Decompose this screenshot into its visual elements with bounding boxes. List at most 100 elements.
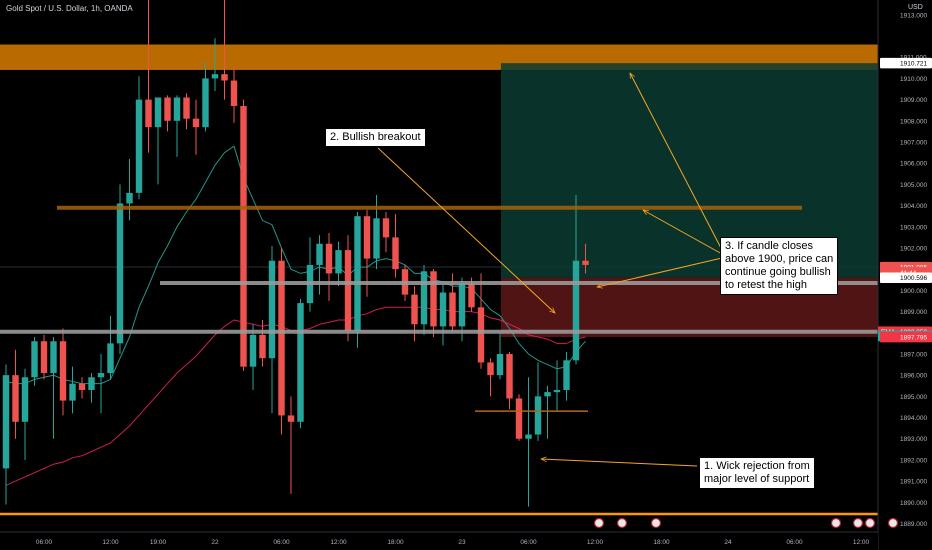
price-tick-label: 1890.000 — [900, 500, 927, 507]
candle-body[interactable] — [477, 307, 485, 363]
candle-body[interactable] — [278, 260, 285, 416]
callout-line: 3. If candle closes — [725, 240, 814, 252]
candle-body[interactable] — [126, 192, 133, 204]
candle-body[interactable] — [515, 398, 523, 439]
candle-body[interactable] — [31, 341, 38, 378]
candle-body[interactable] — [107, 343, 114, 374]
time-tick-label: 06:00 — [520, 539, 537, 546]
time-tick-label: 12:00 — [102, 539, 119, 546]
candle-body[interactable] — [363, 216, 371, 259]
price-tick-label: 1891.000 — [900, 479, 927, 486]
candle-body[interactable] — [40, 341, 48, 374]
candle-body[interactable] — [325, 243, 333, 274]
callout-candle-close[interactable]: 3. If candle closes above 1900, price ca… — [720, 237, 839, 295]
candle-body[interactable] — [211, 74, 219, 79]
candle-body[interactable] — [335, 250, 342, 274]
candle-body[interactable] — [344, 250, 352, 331]
callout-line: 2. Bullish breakout — [330, 131, 421, 143]
candle-body[interactable] — [78, 383, 86, 390]
callout-line: continue going bullish — [725, 266, 831, 278]
candle-body[interactable] — [230, 80, 238, 106]
candle-body[interactable] — [183, 97, 190, 119]
candles-layer — [2, 0, 589, 507]
candle-body[interactable] — [202, 78, 209, 128]
time-tick-label: 12:00 — [330, 539, 347, 546]
candle-body[interactable] — [430, 271, 437, 327]
candle-body[interactable] — [154, 97, 162, 128]
time-tick-label: 06:00 — [786, 539, 803, 546]
candle-body[interactable] — [487, 362, 494, 376]
candle-body[interactable] — [373, 218, 380, 259]
candle-body[interactable] — [116, 203, 124, 344]
arrow-to-breakout-line — [643, 209, 723, 255]
candle-body[interactable] — [164, 97, 171, 121]
event-icons[interactable] — [593, 517, 899, 529]
candle-body[interactable] — [268, 260, 276, 359]
candle-body[interactable] — [297, 303, 304, 422]
economic-event-icon[interactable] — [852, 517, 864, 529]
candle-body[interactable] — [2, 375, 10, 469]
economic-event-icon[interactable] — [616, 517, 628, 529]
price-tick-label: 1892.000 — [900, 457, 927, 464]
time-tick-label: 06:00 — [273, 539, 290, 546]
price-badge-text: 1910.721 — [900, 61, 927, 68]
candle-body[interactable] — [563, 360, 570, 390]
candle-body[interactable] — [249, 334, 257, 367]
candle-body[interactable] — [506, 353, 513, 399]
economic-event-icon[interactable] — [593, 517, 605, 529]
economic-event-icon[interactable] — [830, 517, 842, 529]
candle-body[interactable] — [411, 294, 418, 325]
candle-body[interactable] — [173, 97, 181, 121]
candle-body[interactable] — [192, 118, 200, 128]
candle-body[interactable] — [97, 373, 105, 378]
price-tick-label: 1913.000 — [900, 12, 927, 19]
price-tick-label: 1899.000 — [900, 309, 927, 316]
candle-body[interactable] — [553, 389, 561, 393]
time-axis-bg — [0, 532, 878, 550]
time-tick-label: 22 — [211, 539, 219, 546]
candle-body[interactable] — [287, 415, 295, 422]
candle-body[interactable] — [458, 284, 466, 327]
candle-body[interactable] — [496, 353, 504, 376]
candle-body[interactable] — [449, 292, 456, 327]
price-tick-label: 1894.000 — [900, 415, 927, 422]
callout-wick-rejection[interactable]: 1. Wick rejection from major level of su… — [699, 457, 815, 489]
candle-body[interactable] — [221, 74, 228, 81]
arrow-to-entry — [597, 257, 723, 287]
candle-body[interactable] — [468, 284, 475, 308]
candle-body[interactable] — [392, 237, 399, 270]
candle-body[interactable] — [582, 260, 589, 265]
time-tick-label: 06:00 — [36, 539, 53, 546]
candle-body[interactable] — [69, 383, 76, 401]
price-tick-label: 1893.000 — [900, 436, 927, 443]
candle-body[interactable] — [316, 243, 323, 265]
candle-body[interactable] — [240, 105, 247, 367]
candle-body[interactable] — [21, 377, 29, 422]
price-tick-label: 1910.000 — [900, 76, 927, 83]
candle-body[interactable] — [544, 392, 551, 397]
candle-body[interactable] — [135, 99, 143, 193]
price-tick-label: 1904.000 — [900, 203, 927, 210]
price-tick-label: 1889.000 — [900, 521, 927, 528]
candle-body[interactable] — [50, 341, 57, 374]
candle-body[interactable] — [439, 292, 447, 327]
candle-body[interactable] — [354, 216, 361, 331]
candle-body[interactable] — [534, 396, 542, 435]
candle-body[interactable] — [572, 260, 580, 361]
candle-body[interactable] — [259, 334, 266, 359]
callout-line: to retest the high — [725, 279, 807, 291]
candle-body[interactable] — [145, 99, 152, 128]
time-axis[interactable]: 06:00 12:00 19:00 22 06:00 12:00 18:00 23 06:00 1… — [0, 531, 878, 550]
candle-body[interactable] — [420, 271, 428, 325]
candle-body[interactable] — [12, 375, 19, 422]
time-tick-label: 23 — [458, 539, 466, 546]
candle-body[interactable] — [525, 434, 532, 439]
price-tick-label: 1908.000 — [900, 118, 927, 125]
economic-event-icon[interactable] — [650, 517, 662, 529]
callout-bullish-breakout[interactable]: 2. Bullish breakout — [325, 128, 426, 147]
economic-event-icon[interactable] — [887, 517, 899, 529]
economic-event-icon[interactable] — [864, 517, 876, 529]
candle-body[interactable] — [59, 341, 67, 401]
candle-body[interactable] — [88, 377, 95, 390]
candle-body[interactable] — [382, 218, 390, 238]
